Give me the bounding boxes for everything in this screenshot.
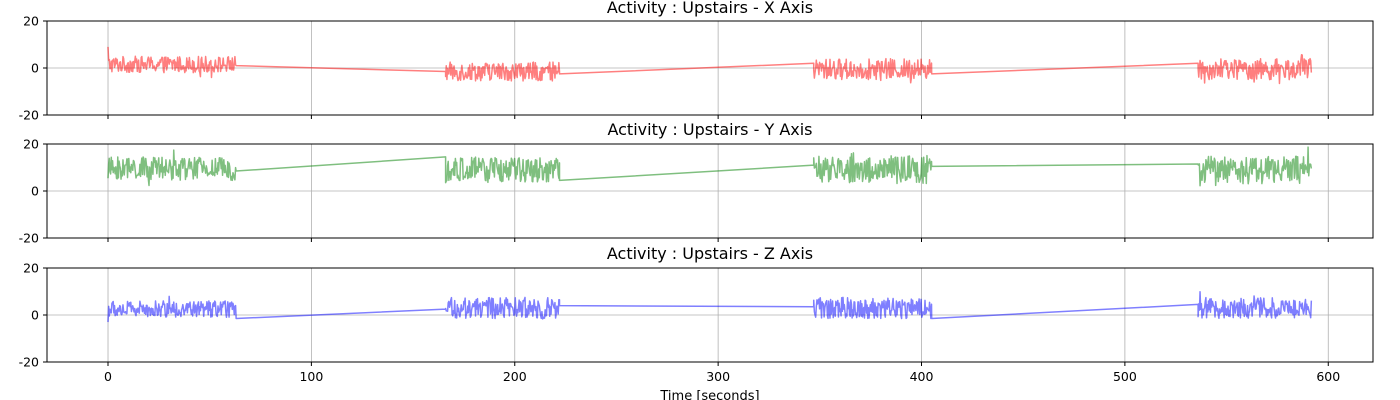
x-tick-label: 400: [910, 369, 934, 384]
series-line: [107, 290, 1313, 323]
x-tick-label: 100: [299, 369, 323, 384]
x-axis-label: Time [seconds]: [659, 389, 759, 400]
y-tick-label: -20: [19, 231, 39, 246]
series-line: [107, 46, 1313, 85]
y-tick-label: 20: [23, 14, 39, 29]
panel-y-axis: Activity : Upstairs - Y Axis -20 0 20: [19, 120, 1374, 246]
y-tick-label: 20: [23, 137, 39, 152]
x-tick-label: 300: [706, 369, 730, 384]
y-tick-label: -20: [19, 355, 39, 370]
panel-x-axis: Activity : Upstairs - X Axis -20 0 20: [19, 0, 1374, 123]
y-tick-label: 0: [31, 184, 39, 199]
chart-title: Activity : Upstairs - X Axis: [607, 0, 813, 17]
x-tick-label: 600: [1316, 369, 1340, 384]
chart-title: Activity : Upstairs - Y Axis: [607, 120, 812, 139]
panel-z-axis: Activity : Upstairs - Z Axis Time [secon…: [19, 244, 1374, 400]
chart-title: Activity : Upstairs - Z Axis: [607, 244, 813, 263]
x-tick-label: 500: [1113, 369, 1137, 384]
series-line: [107, 146, 1313, 187]
y-tick-label: 0: [31, 61, 39, 76]
x-tick-label: 200: [503, 369, 527, 384]
y-tick-label: -20: [19, 108, 39, 123]
y-tick-label: 0: [31, 308, 39, 323]
y-tick-label: 20: [23, 261, 39, 276]
x-tick-label: 0: [104, 369, 112, 384]
